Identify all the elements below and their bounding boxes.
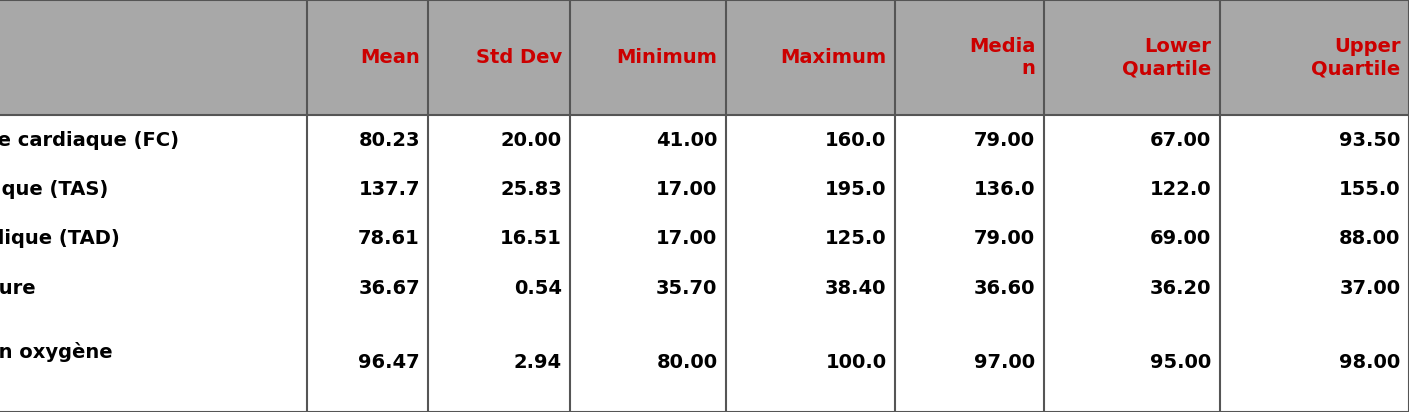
- Text: TA systolique (TAS): TA systolique (TAS): [0, 180, 108, 199]
- Text: 195.0: 195.0: [826, 180, 886, 199]
- Text: Minimum: Minimum: [617, 48, 717, 67]
- Text: 17.00: 17.00: [657, 229, 717, 248]
- Text: 25.83: 25.83: [500, 180, 562, 199]
- Text: 17.00: 17.00: [657, 180, 717, 199]
- Text: 155.0: 155.0: [1339, 180, 1401, 199]
- Text: 93.50: 93.50: [1339, 131, 1401, 150]
- Text: 20.00: 20.00: [500, 131, 562, 150]
- Text: 136.0: 136.0: [974, 180, 1036, 199]
- Text: 95.00: 95.00: [1150, 353, 1212, 372]
- Text: 78.61: 78.61: [358, 229, 420, 248]
- Text: Fréquence cardiaque (FC): Fréquence cardiaque (FC): [0, 130, 179, 150]
- Text: 137.7: 137.7: [358, 180, 420, 199]
- Text: 79.00: 79.00: [974, 229, 1036, 248]
- Text: 67.00: 67.00: [1150, 131, 1212, 150]
- Text: 38.40: 38.40: [826, 279, 886, 298]
- Text: 79.00: 79.00: [974, 131, 1036, 150]
- Text: 88.00: 88.00: [1339, 229, 1401, 248]
- Text: 80.23: 80.23: [358, 131, 420, 150]
- Text: 37.00: 37.00: [1340, 279, 1401, 298]
- Text: TA diastolique (TAD): TA diastolique (TAD): [0, 229, 120, 248]
- Text: 35.70: 35.70: [657, 279, 717, 298]
- Text: 122.0: 122.0: [1150, 180, 1212, 199]
- Text: Media
n: Media n: [969, 37, 1036, 78]
- Text: 97.00: 97.00: [974, 353, 1036, 372]
- Text: Std Dev: Std Dev: [476, 48, 562, 67]
- Text: Mean: Mean: [361, 48, 420, 67]
- Text: Température: Température: [0, 279, 37, 298]
- Text: Maximum: Maximum: [781, 48, 886, 67]
- Text: 80.00: 80.00: [657, 353, 717, 372]
- Text: 41.00: 41.00: [657, 131, 717, 150]
- Text: 0.54: 0.54: [514, 279, 562, 298]
- Text: 96.47: 96.47: [358, 353, 420, 372]
- Text: 36.60: 36.60: [974, 279, 1036, 298]
- Text: 36.20: 36.20: [1150, 279, 1212, 298]
- Text: 98.00: 98.00: [1340, 353, 1401, 372]
- Text: Saturation oxygène
(SpO2): Saturation oxygène (SpO2): [0, 342, 113, 384]
- Text: 69.00: 69.00: [1150, 229, 1212, 248]
- Text: Upper
Quartile: Upper Quartile: [1312, 37, 1401, 78]
- Text: 125.0: 125.0: [824, 229, 886, 248]
- Text: 36.67: 36.67: [358, 279, 420, 298]
- Text: 100.0: 100.0: [826, 353, 886, 372]
- Text: 16.51: 16.51: [500, 229, 562, 248]
- Text: Lower
Quartile: Lower Quartile: [1122, 37, 1212, 78]
- Text: 2.94: 2.94: [514, 353, 562, 372]
- Text: 160.0: 160.0: [826, 131, 886, 150]
